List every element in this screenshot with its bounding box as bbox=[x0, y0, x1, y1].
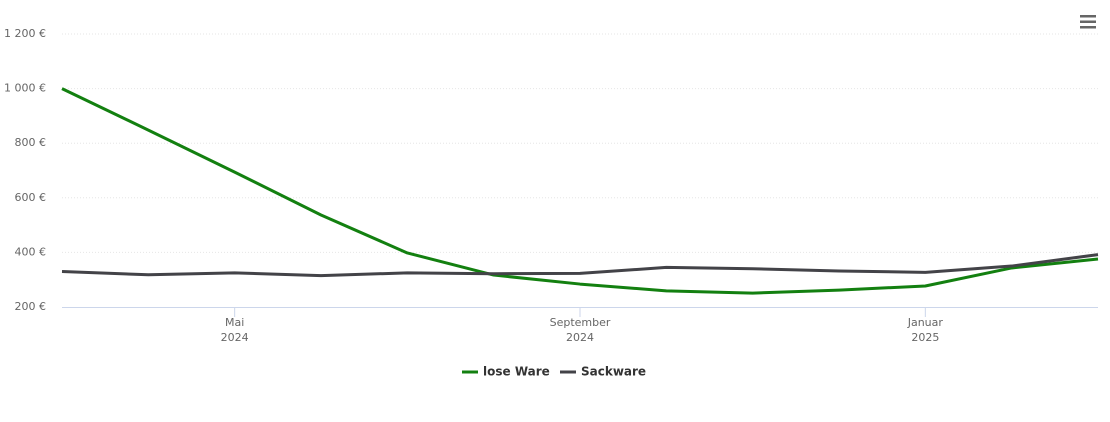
x-tick-label: 2024 bbox=[566, 331, 594, 344]
menu-button[interactable] bbox=[1080, 15, 1096, 29]
menu-bar bbox=[1080, 15, 1096, 18]
series-line bbox=[61, 253, 1099, 278]
y-tick-label: 800 € bbox=[15, 136, 47, 149]
menu-bar bbox=[1080, 26, 1096, 29]
menu-bar bbox=[1080, 20, 1096, 23]
y-tick-label: 1 200 € bbox=[4, 27, 46, 40]
x-tick-label: September bbox=[550, 316, 611, 329]
y-tick-label: 1 000 € bbox=[4, 82, 46, 95]
legend-label[interactable]: lose Ware bbox=[483, 365, 550, 379]
x-tick-label: 2025 bbox=[911, 331, 939, 344]
x-tick-label: Mai bbox=[225, 316, 244, 329]
y-tick-label: 200 € bbox=[15, 300, 47, 313]
y-tick-label: 600 € bbox=[15, 191, 47, 204]
x-tick-label: 2024 bbox=[221, 331, 249, 344]
y-tick-label: 400 € bbox=[15, 245, 47, 258]
x-tick-label: Januar bbox=[907, 316, 944, 329]
legend-label[interactable]: Sackware bbox=[581, 365, 646, 379]
series-line bbox=[61, 87, 1099, 295]
